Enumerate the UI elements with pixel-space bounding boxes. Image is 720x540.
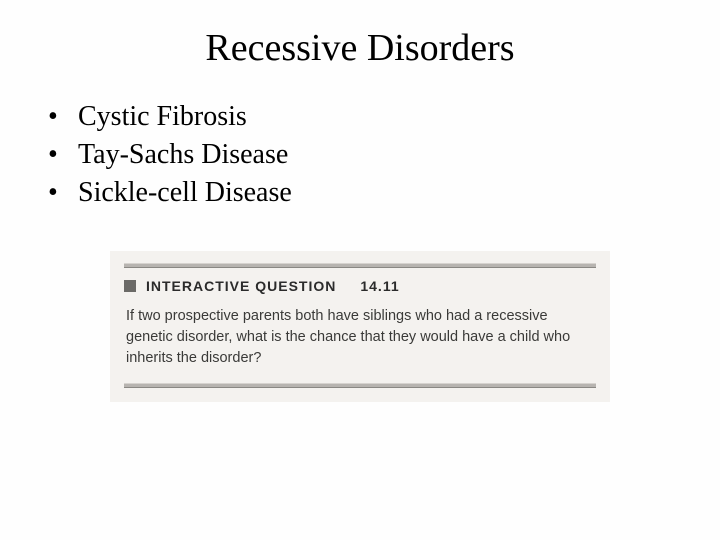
list-item-label: Tay-Sachs Disease	[78, 139, 288, 170]
square-icon	[124, 280, 136, 292]
slide: Recessive Disorders Cystic Fibrosis Tay-…	[0, 0, 720, 540]
list-item: Tay-Sachs Disease	[48, 136, 690, 174]
page-title: Recessive Disorders	[30, 26, 690, 70]
figure-body-text: If two prospective parents both have sib…	[124, 306, 596, 369]
list-item: Sickle-cell Disease	[48, 174, 690, 212]
figure-label: INTERACTIVE QUESTION	[146, 278, 336, 294]
divider	[124, 263, 596, 268]
list-item: Cystic Fibrosis	[48, 98, 690, 136]
interactive-question-box: INTERACTIVE QUESTION 14.11 If two prospe…	[110, 251, 610, 402]
list-item-label: Cystic Fibrosis	[78, 101, 247, 132]
list-item-label: Sickle-cell Disease	[78, 177, 292, 208]
bullet-list: Cystic Fibrosis Tay-Sachs Disease Sickle…	[30, 98, 690, 211]
figure-head-left: INTERACTIVE QUESTION	[124, 278, 336, 296]
figure-number: 14.11	[360, 278, 399, 294]
divider	[124, 383, 596, 388]
figure-header: INTERACTIVE QUESTION 14.11	[124, 278, 596, 296]
